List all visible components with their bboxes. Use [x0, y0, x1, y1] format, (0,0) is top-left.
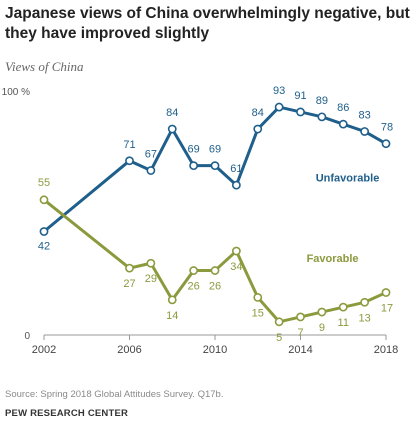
unfavorable-point: [146, 166, 156, 175]
favorable-point: [338, 302, 348, 312]
favorable-data-label: 26: [209, 281, 221, 293]
unfavorable-data-label: 69: [188, 144, 200, 156]
source-note: Source: Spring 2018 Global Attitudes Sur…: [5, 389, 224, 400]
y-tick-top: 100 %: [2, 87, 30, 98]
unfavorable-point: [253, 124, 263, 134]
unfavorable-point: [125, 156, 134, 166]
unfavorable-data-label: 67: [145, 149, 157, 161]
unfavorable-point: [39, 227, 49, 236]
favorable-data-label: 9: [319, 322, 325, 334]
unfavorable-point: [167, 124, 177, 134]
unfavorable-data-label: 93: [273, 85, 285, 97]
favorable-data-label: 26: [188, 281, 200, 293]
unfavorable-point: [274, 102, 284, 112]
favorable-data-label: 15: [252, 307, 264, 319]
favorable-point: [231, 246, 241, 256]
unfavorable-data-label: 78: [381, 122, 393, 134]
favorable-point: [189, 266, 199, 275]
x-tick-label: 2006: [117, 344, 141, 356]
x-tick-label: 2018: [374, 344, 398, 356]
unfavorable-point: [338, 119, 348, 129]
y-tick-bottom: 0: [24, 331, 30, 342]
favorable-point: [253, 292, 263, 302]
favorable-point: [39, 195, 49, 205]
unfavorable-point: [210, 161, 220, 171]
unfavorable-point: [189, 161, 199, 171]
unfavorable-series-label: Unfavorable: [316, 173, 380, 185]
favorable-point: [296, 312, 305, 322]
favorable-data-label: 7: [297, 327, 303, 339]
favorable-data-label: 17: [381, 303, 393, 315]
x-tick-label: 2002: [32, 344, 56, 356]
line-chart: 100 % 0 2002 2006 2010 2014 2018 42 71 67 84 69 6…: [2, 85, 399, 356]
favorable-point: [125, 263, 134, 273]
unfavorable-data-label: 84: [166, 107, 178, 119]
unfavorable-point: [317, 112, 327, 122]
favorable-point: [317, 307, 327, 317]
unfavorable-data-label: 61: [230, 163, 242, 175]
favorable-data-label: 11: [338, 317, 349, 329]
favorable-data-label: 27: [123, 278, 135, 290]
x-tick-label: 2010: [203, 344, 227, 356]
unfavorable-data-label: 69: [209, 144, 221, 156]
favorable-point: [274, 317, 284, 327]
favorable-point: [146, 258, 156, 268]
x-tick-label: 2014: [288, 344, 312, 356]
unfavorable-data-label: 89: [316, 95, 328, 107]
favorable-point: [360, 297, 370, 307]
brand-label: PEW RESEARCH CENTER: [5, 408, 129, 419]
unfavorable-data-label: 86: [337, 102, 349, 114]
unfavorable-point: [360, 127, 370, 136]
unfavorable-point: [381, 139, 391, 149]
unfavorable-data-label: 42: [38, 241, 50, 253]
unfavorable-data-label: 71: [123, 139, 135, 151]
favorable-point: [167, 295, 177, 305]
unfavorable-point: [231, 180, 241, 190]
favorable-series-label: Favorable: [307, 253, 359, 265]
unfavorable-point: [296, 107, 305, 117]
unfavorable-data-label: 91: [294, 90, 306, 102]
favorable-data-label: 29: [145, 273, 157, 285]
chart-subtitle: Views of China: [5, 59, 84, 74]
favorable-data-label: 34: [230, 261, 242, 273]
favorable-data-label: 14: [166, 310, 178, 322]
favorable-data-label: 13: [359, 312, 371, 324]
chart-title: Japanese views of China overwhelmingly n…: [5, 5, 410, 42]
unfavorable-data-label: 83: [359, 109, 371, 121]
favorable-data-label: 5: [276, 332, 282, 344]
favorable-point: [210, 266, 220, 275]
unfavorable-data-label: 84: [252, 107, 264, 119]
favorable-point: [381, 288, 391, 297]
favorable-data-label: 55: [38, 177, 50, 189]
